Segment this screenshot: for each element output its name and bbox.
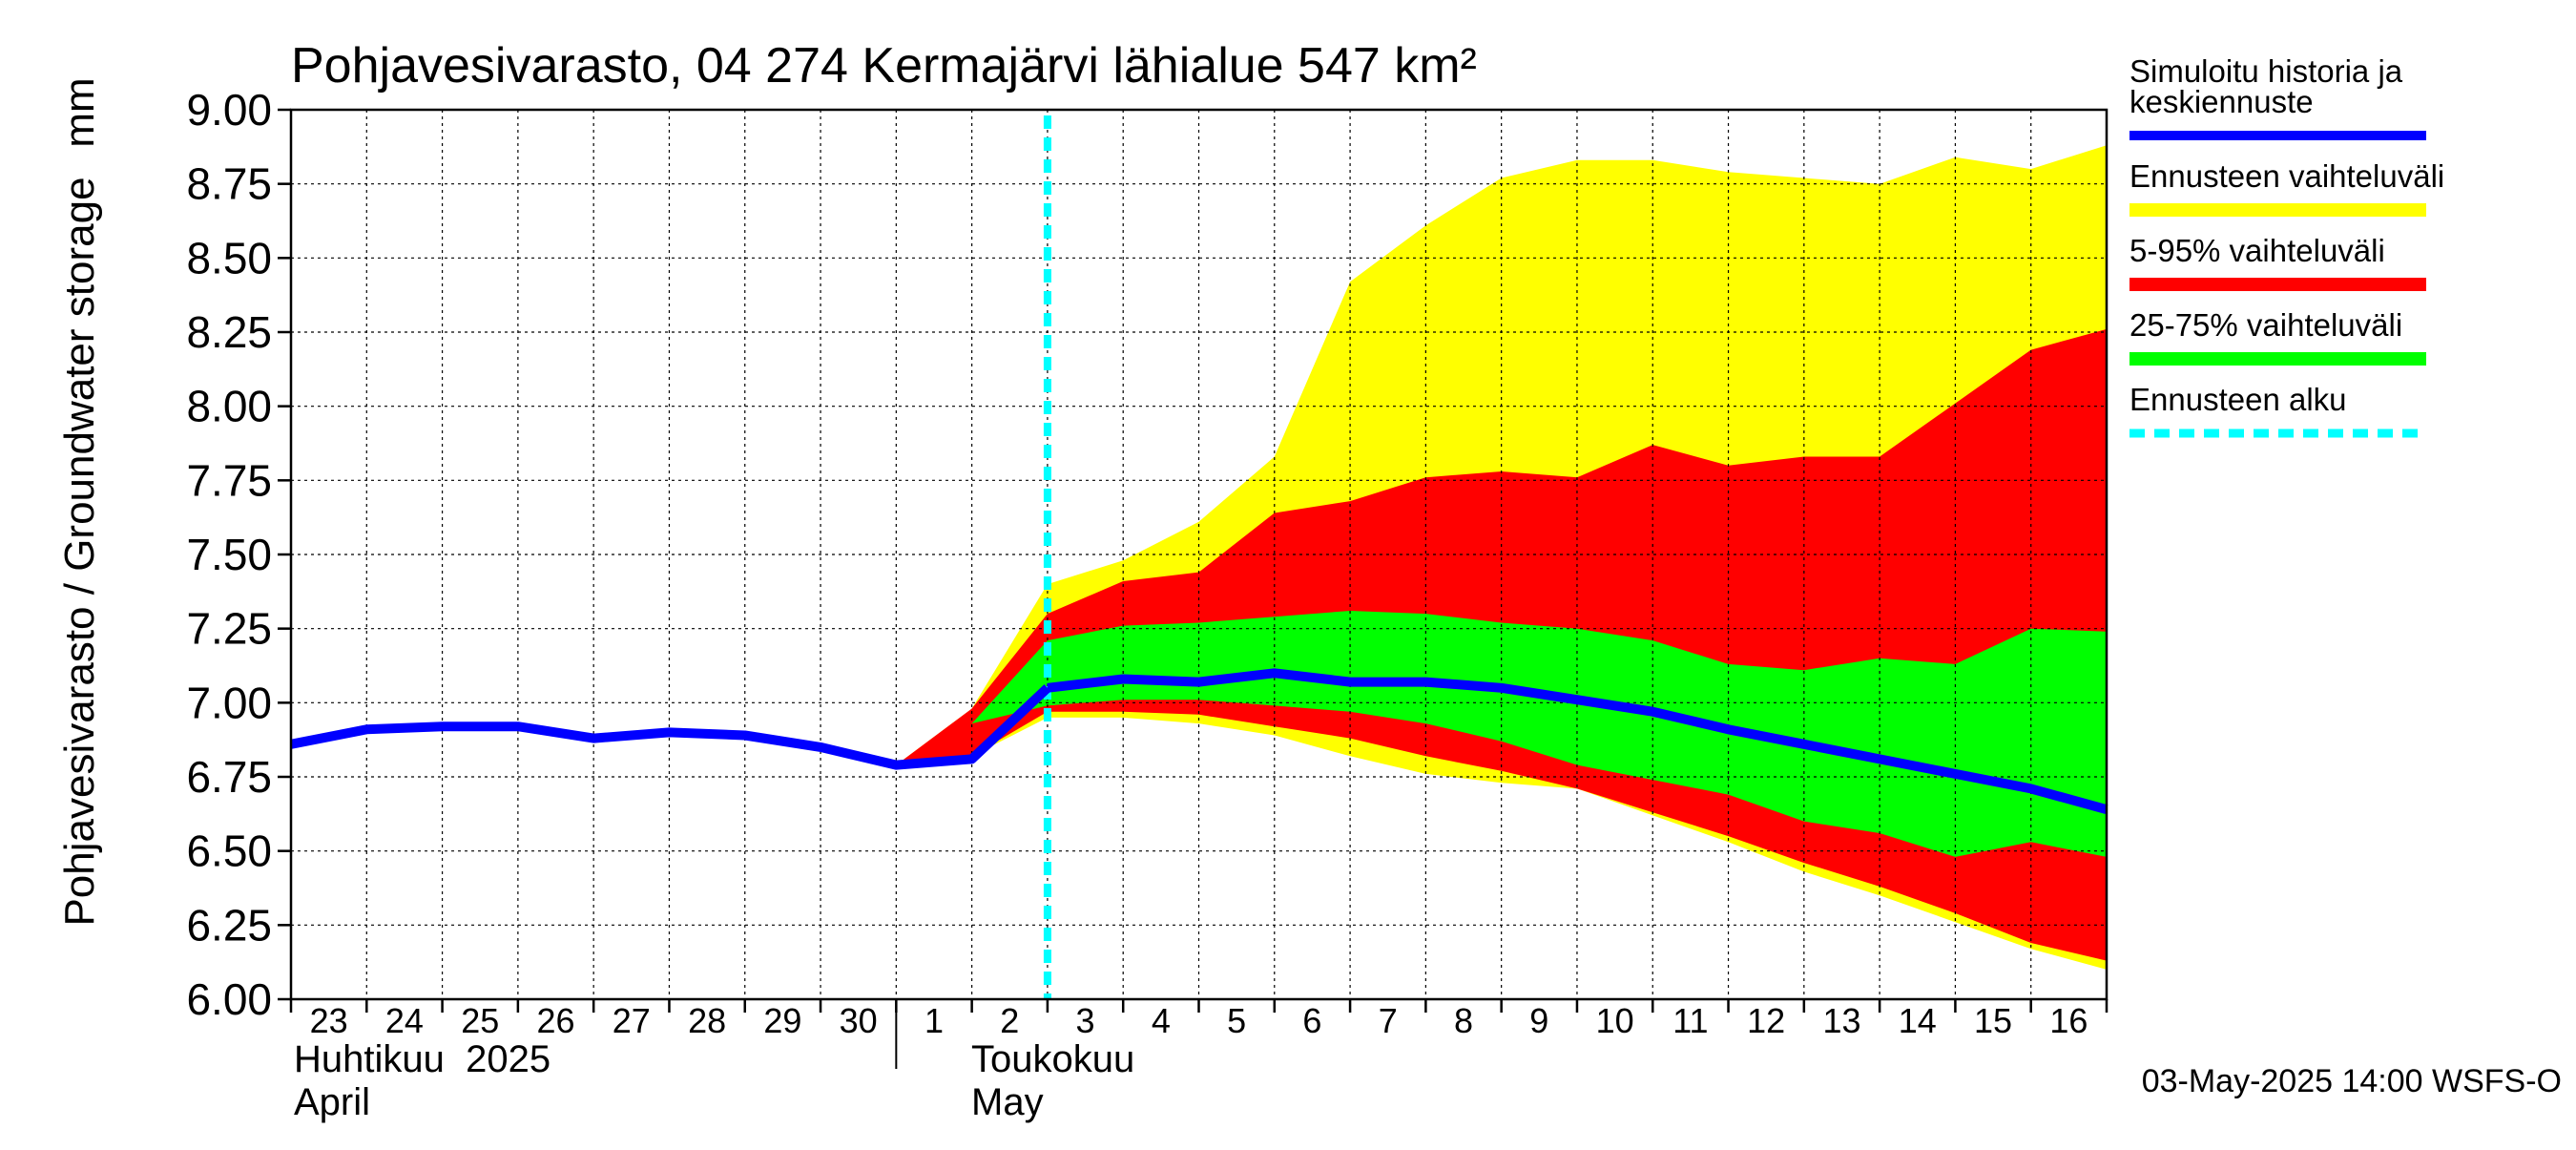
x-tick-label: 25 bbox=[461, 1001, 499, 1040]
x-tick-label: 14 bbox=[1899, 1001, 1937, 1040]
x-tick-label: 28 bbox=[688, 1001, 726, 1040]
y-tick-label: 9.00 bbox=[186, 85, 272, 135]
series-lines bbox=[290, 115, 2109, 999]
legend-label-p5-95: 5-95% vaihteluväli bbox=[2129, 233, 2385, 268]
y-tick-label: 8.00 bbox=[186, 382, 272, 431]
x-tick-label: 16 bbox=[2049, 1001, 2088, 1040]
footer-timestamp: 03-May-2025 14:00 WSFS-O bbox=[2142, 1063, 2562, 1099]
x-tick-label: 23 bbox=[310, 1001, 348, 1040]
x-tick-label: 6 bbox=[1302, 1001, 1321, 1040]
x-tick-label: 12 bbox=[1747, 1001, 1785, 1040]
chart-title: Pohjavesivarasto, 04 274 Kermajärvi lähi… bbox=[291, 38, 1477, 94]
x-tick-label: 7 bbox=[1379, 1001, 1398, 1040]
x-tick-label: 11 bbox=[1672, 1001, 1708, 1040]
y-tick-label: 6.25 bbox=[186, 900, 272, 950]
x-tick-label: 2 bbox=[1000, 1001, 1019, 1040]
y-tick-label: 6.00 bbox=[186, 974, 272, 1024]
y-axis-label: Pohjavesivarasto / Groundwater storage bbox=[56, 177, 103, 926]
y-axis-unit: mm bbox=[56, 77, 103, 147]
legend-label-range: Ennusteen vaihteluväli bbox=[2129, 158, 2444, 194]
y-tick-label: 8.25 bbox=[186, 307, 272, 357]
legend-label-history-line1: Simuloitu historia ja bbox=[2129, 53, 2403, 89]
x-tick-label: 24 bbox=[385, 1001, 424, 1040]
legend-label-history-line2: keskiennuste bbox=[2129, 84, 2314, 119]
month-label-may-fi: Toukokuu bbox=[971, 1038, 1134, 1080]
x-tick-label: 5 bbox=[1227, 1001, 1246, 1040]
y-tick-label: 7.75 bbox=[186, 455, 272, 505]
month-label-april-fi: Huhtikuu 2025 bbox=[294, 1038, 551, 1080]
legend: Simuloitu historia ja keskiennuste Ennus… bbox=[2129, 53, 2444, 438]
x-tick-label: 8 bbox=[1454, 1001, 1473, 1040]
legend-label-p25-75: 25-75% vaihteluväli bbox=[2129, 307, 2402, 343]
month-label-may-en: May bbox=[971, 1081, 1044, 1123]
series-median-forecast-line bbox=[1047, 668, 2109, 815]
x-tick-label: 4 bbox=[1152, 1001, 1171, 1040]
x-tick-label: 1 bbox=[924, 1001, 944, 1040]
axes: 6.00 6.25 6.50 6.75 7.00 7.25 7.50 7.75 8.00 8.25… bbox=[186, 85, 2109, 1069]
x-tick-label: 13 bbox=[1822, 1001, 1860, 1040]
y-tick-label: 7.00 bbox=[186, 678, 272, 727]
y-tick-label: 6.75 bbox=[186, 752, 272, 802]
month-label-april-en: April bbox=[294, 1081, 370, 1123]
x-tick-label: 30 bbox=[840, 1001, 878, 1040]
x-tick-label: 27 bbox=[613, 1001, 651, 1040]
x-tick-label: 15 bbox=[1974, 1001, 2012, 1040]
x-tick-label: 29 bbox=[763, 1001, 801, 1040]
y-tick-label: 6.50 bbox=[186, 826, 272, 876]
x-tick-label: 10 bbox=[1596, 1001, 1634, 1040]
y-tick-label: 7.25 bbox=[186, 604, 272, 654]
x-tick-label: 9 bbox=[1529, 1001, 1548, 1040]
legend-label-forecast-start: Ennusteen alku bbox=[2129, 382, 2347, 417]
y-tick-label: 8.75 bbox=[186, 159, 272, 209]
x-tick-label: 3 bbox=[1076, 1001, 1095, 1040]
series-history-line bbox=[290, 684, 1051, 770]
y-tick-label: 8.50 bbox=[186, 233, 272, 282]
y-tick-label: 7.50 bbox=[186, 530, 272, 579]
x-tick-label: 26 bbox=[536, 1001, 574, 1040]
